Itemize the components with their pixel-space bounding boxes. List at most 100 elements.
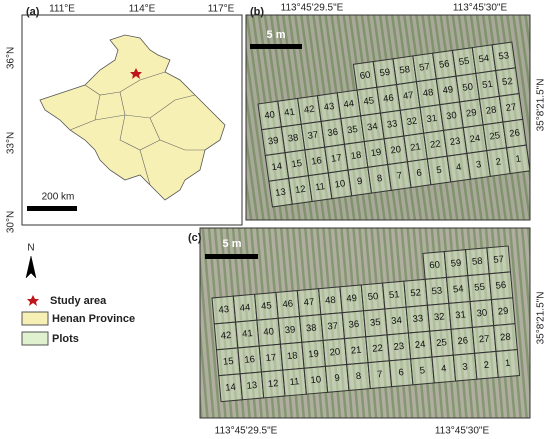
plot-number: 12 (294, 184, 306, 196)
plot-number: 5 (436, 165, 443, 177)
plot-number: 46 (282, 298, 293, 310)
plot-number: 37 (307, 129, 319, 141)
lat-tick: 36°N (6, 47, 17, 69)
plot-number: 43 (218, 304, 229, 316)
plot-number: 21 (350, 345, 361, 357)
plot-number: 28 (500, 332, 511, 344)
plot-number: 19 (370, 147, 382, 159)
plot-number: 2 (483, 360, 489, 371)
plot-number: 23 (449, 136, 461, 148)
plot-number: 32 (406, 116, 418, 128)
lon-tick: 113°45'30"E (453, 3, 508, 14)
plot-number: 33 (412, 313, 423, 325)
plot-number: 19 (308, 348, 319, 360)
plot-number: 42 (220, 330, 231, 342)
plot-number: 1 (505, 358, 511, 369)
plot-number: 48 (325, 295, 336, 307)
plot-number: 11 (289, 376, 300, 388)
plot-number: 22 (372, 343, 383, 355)
plot-number: 25 (436, 337, 447, 349)
plot-number: 56 (495, 280, 506, 292)
plot-number: 12 (267, 378, 278, 390)
plot-number: 31 (426, 113, 438, 125)
north-arrow (25, 255, 37, 279)
plot-number: 25 (489, 130, 501, 142)
legend-label: Study area (50, 295, 107, 307)
scale-label: 5 m (223, 238, 242, 250)
plot-number: 27 (478, 334, 489, 346)
legend-swatch (21, 331, 49, 346)
plot-number: 14 (225, 382, 236, 394)
plot-number: 20 (329, 347, 340, 359)
plot-number: 34 (391, 315, 402, 327)
plot-number: 38 (306, 323, 317, 335)
lon-tick: 117°E (208, 4, 235, 15)
scale-label: 5 m (267, 29, 286, 41)
plot-number: 51 (389, 289, 400, 301)
plot-number: 26 (457, 335, 468, 347)
plot-number: 51 (482, 79, 494, 91)
plot-number: 17 (265, 352, 276, 364)
plot-number: 35 (347, 124, 359, 136)
north-label: N (27, 243, 34, 254)
plot-number: 44 (343, 98, 355, 110)
legend-star (27, 295, 39, 306)
plot-number: 46 (383, 93, 395, 105)
study-area-star (130, 68, 142, 79)
plot-number: 43 (323, 101, 335, 113)
plot-cell (505, 144, 531, 175)
plot-number: 10 (334, 178, 346, 190)
lon-tick: 113°45'29.5"E (215, 426, 278, 437)
plot-number: 54 (453, 284, 464, 296)
plot-number: 39 (284, 324, 295, 336)
plot-number: 52 (501, 76, 513, 88)
plot-number: 16 (311, 155, 323, 167)
lat-tick: 30°N (6, 211, 17, 233)
legend-label: Plots (52, 333, 79, 345)
plot-number: 10 (310, 374, 321, 386)
plot-number: 59 (450, 258, 461, 270)
plot-number: 7 (377, 369, 383, 380)
plot-number: 9 (356, 176, 363, 188)
plot-number: 57 (493, 254, 504, 266)
legend-label: Henan Province (52, 313, 135, 325)
plot-cell (495, 349, 521, 378)
plot-number: 54 (478, 53, 490, 65)
scale-bar (250, 44, 302, 49)
plot-number: 24 (414, 339, 425, 351)
lon-tick: 111°E (49, 4, 75, 15)
plot-number: 8 (376, 173, 383, 185)
plot-number: 55 (474, 282, 485, 294)
plot-number: 42 (303, 104, 315, 116)
plot-number: 17 (330, 152, 342, 164)
lon-tick: 113°45'29.5"E (281, 3, 344, 14)
plot-number: 18 (287, 350, 298, 362)
plot-number: 36 (327, 127, 339, 139)
plot-number: 32 (433, 311, 444, 323)
plot-number: 45 (363, 95, 375, 107)
plot-number: 13 (275, 187, 287, 199)
plot-number: 3 (475, 159, 482, 171)
plot-number: 60 (359, 70, 371, 82)
plot-number: 16 (244, 354, 255, 366)
plot-number: 15 (223, 356, 234, 368)
plot-number: 38 (287, 132, 299, 144)
plot-number: 26 (509, 127, 521, 139)
panel-label: (a) (26, 6, 40, 18)
plot-number: 59 (379, 67, 391, 79)
scale-bar (205, 254, 258, 259)
plot-number: 60 (429, 260, 440, 272)
plot-number: 56 (438, 59, 450, 71)
plot-number: 58 (399, 64, 411, 76)
plot-number: 22 (429, 139, 441, 151)
scale-bar (27, 206, 77, 211)
plot-number: 41 (242, 328, 253, 340)
lat-tick: 33°N (6, 132, 17, 154)
plot-number: 30 (446, 110, 458, 122)
plot-number: 53 (498, 50, 510, 62)
plot-number: 33 (386, 118, 398, 130)
plot-number: 48 (422, 87, 434, 99)
plot-number: 29 (497, 306, 508, 318)
plot-number: 44 (239, 302, 250, 314)
